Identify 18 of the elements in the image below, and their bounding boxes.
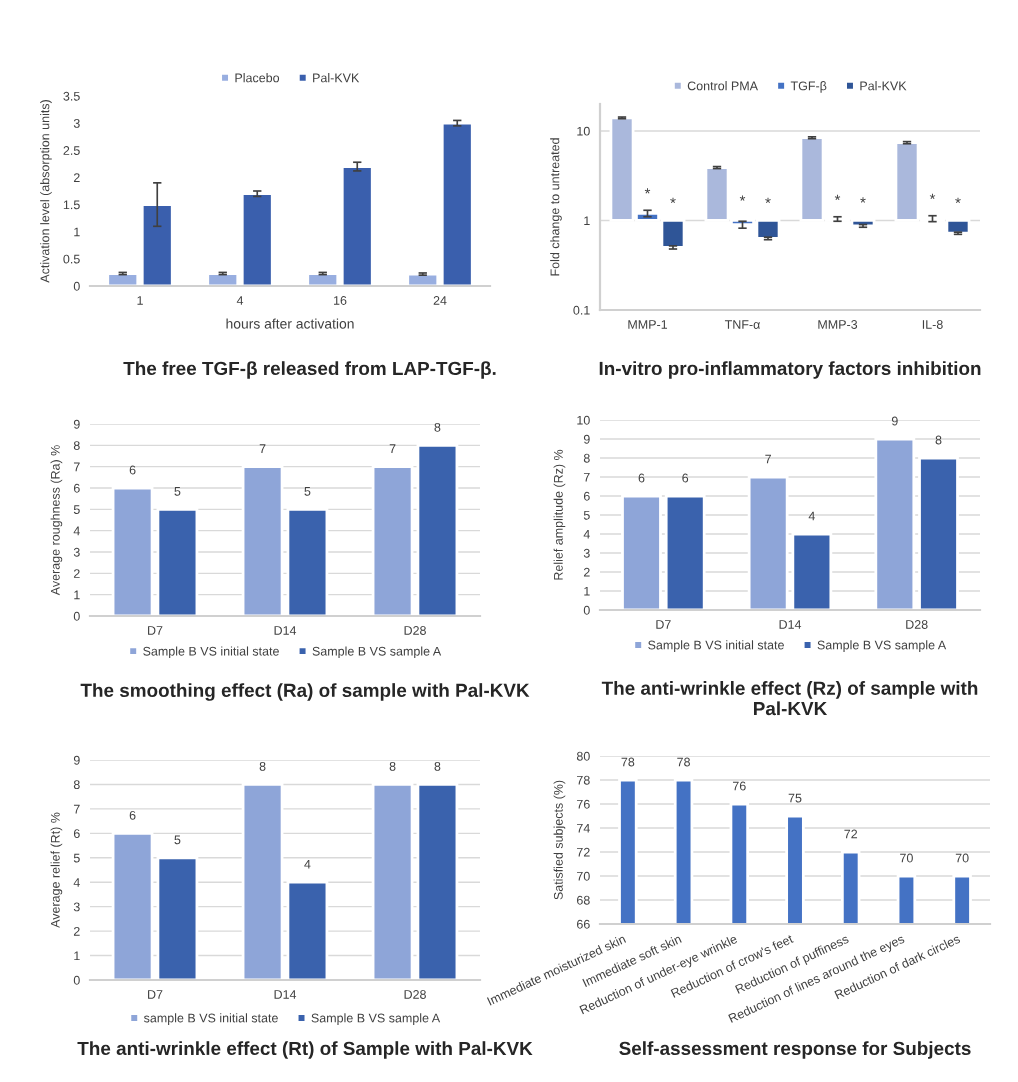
bar: [111, 486, 154, 616]
bar: [371, 465, 414, 616]
bar: [156, 856, 199, 980]
text: The anti-wrinkle effect (Rt) of Sample with Pal-KVK: [77, 1041, 533, 1059]
bar: [241, 783, 284, 980]
bar: [156, 507, 199, 616]
bar: [371, 783, 414, 980]
bar: [416, 443, 459, 616]
text: The smoothing effect (Ra) of sample with Pal-KVK: [80, 683, 530, 701]
text: Self-assessment response for Subjects: [619, 1041, 971, 1059]
text: In-vitro pro-inflammatory factors inhibition: [599, 361, 981, 379]
bar: [286, 880, 329, 980]
bar: [416, 783, 459, 980]
text: The free TGF-β released from LAP-TGF-β.: [123, 361, 496, 379]
bar: [286, 507, 329, 616]
bar: [111, 831, 154, 980]
bar: [241, 465, 284, 616]
text: The anti-wrinkle effect (Rz) of sample with Pal-KVK: [601, 681, 978, 716]
